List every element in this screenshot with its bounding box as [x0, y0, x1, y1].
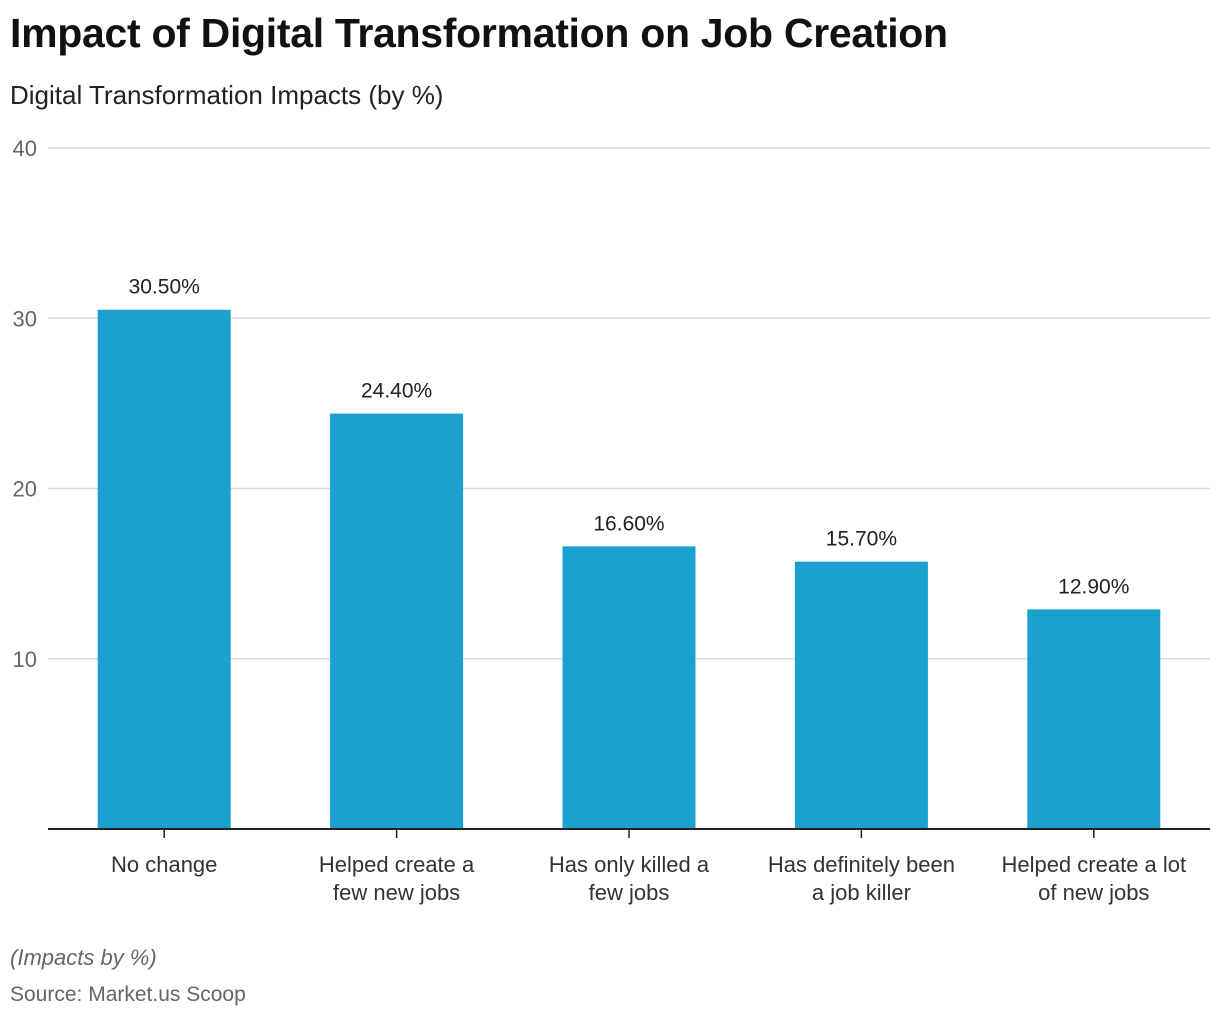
y-tick-label: 20 [13, 477, 37, 502]
y-tick-label: 40 [13, 136, 37, 161]
x-tick-label: few new jobs [333, 880, 460, 905]
x-tick-label: few jobs [589, 880, 670, 905]
chart-note: (Impacts by %) [10, 945, 157, 970]
x-tick-label: Has only killed a [549, 852, 710, 877]
data-label: 24.40% [361, 380, 432, 403]
y-tick-label: 10 [13, 647, 37, 672]
bar [562, 546, 696, 829]
data-label: 15.70% [826, 528, 897, 551]
bar [794, 561, 928, 829]
data-label: 16.60% [593, 512, 664, 535]
y-tick-label: 30 [13, 306, 37, 331]
bar-chart: 10 20 30 40 30.50% No change 24.40% Helped crea… [13, 136, 1210, 905]
data-label: 12.90% [1058, 575, 1129, 598]
chart-source: Source: Market.us Scoop [10, 983, 246, 1006]
bar [1027, 609, 1161, 829]
bar [97, 309, 231, 829]
x-tick-label: No change [111, 852, 217, 877]
x-tick-label: Helped create a lot [1001, 852, 1186, 877]
chart-subtitle: Digital Transformation Impacts (by %) [10, 80, 444, 110]
x-tick-label: a job killer [812, 880, 911, 905]
chart-title: Impact of Digital Transformation on Job … [10, 10, 948, 56]
x-tick-label: Helped create a [319, 852, 475, 877]
x-tick-label: of new jobs [1038, 880, 1149, 905]
bar [330, 413, 464, 829]
data-label: 30.50% [129, 276, 200, 299]
x-tick-label: Has definitely been [768, 852, 955, 877]
